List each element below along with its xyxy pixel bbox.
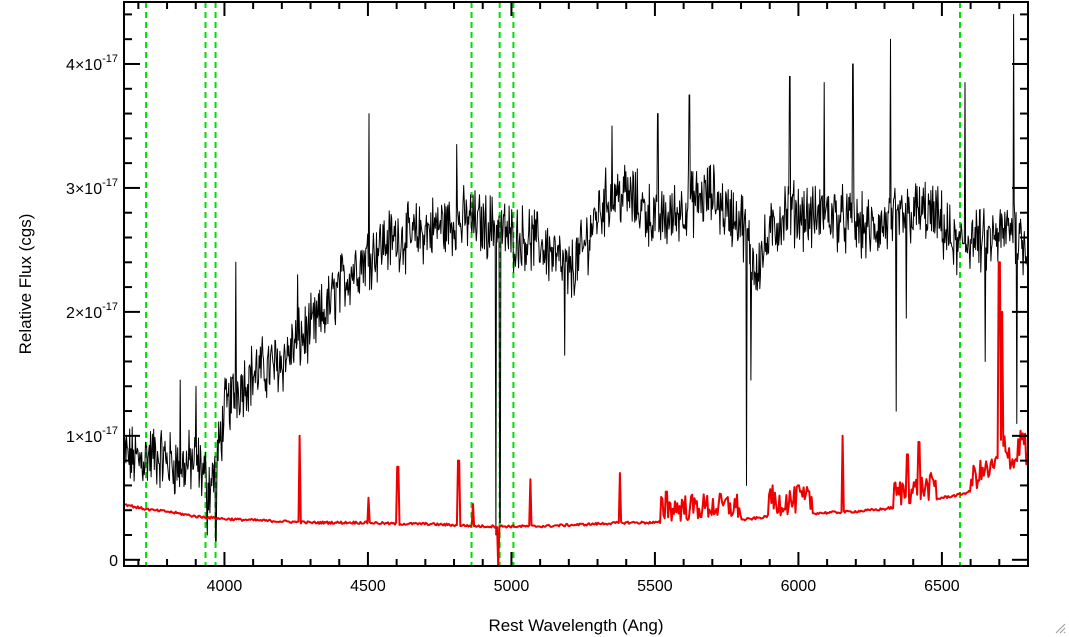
- y-tick-label: 2×10-17: [66, 301, 118, 322]
- y-axis-label: Relative Flux (cgs): [16, 214, 35, 355]
- x-tick-label: 4500: [350, 578, 386, 595]
- spectrum-line-observed: [124, 13, 1028, 542]
- axis-ticks: [124, 2, 1029, 566]
- emission-line-markers: [145, 2, 961, 566]
- x-tick-label: 5500: [637, 578, 673, 595]
- x-tick-label: 6500: [924, 578, 960, 595]
- x-axis-label: Rest Wavelength (Ang): [488, 616, 663, 635]
- y-tick-label: 1×10-17: [66, 425, 118, 446]
- y-tick-label: 4×10-17: [66, 53, 118, 74]
- x-tick-label: 5000: [494, 578, 530, 595]
- resize-grip-icon[interactable]: [1054, 622, 1066, 634]
- plot-frame: [123, 1, 1029, 567]
- spectrum-line-model: [124, 261, 1028, 566]
- tick-labels: 4000 4500 5000 5500 6000 6500 0 1×10-17 2×10-17 3…: [66, 53, 960, 595]
- y-tick-label: 3×10-17: [66, 177, 118, 198]
- x-tick-label: 6000: [781, 578, 817, 595]
- x-tick-label: 4000: [207, 578, 243, 595]
- y-tick-label: 0: [109, 553, 118, 570]
- series-lines: [124, 13, 1028, 566]
